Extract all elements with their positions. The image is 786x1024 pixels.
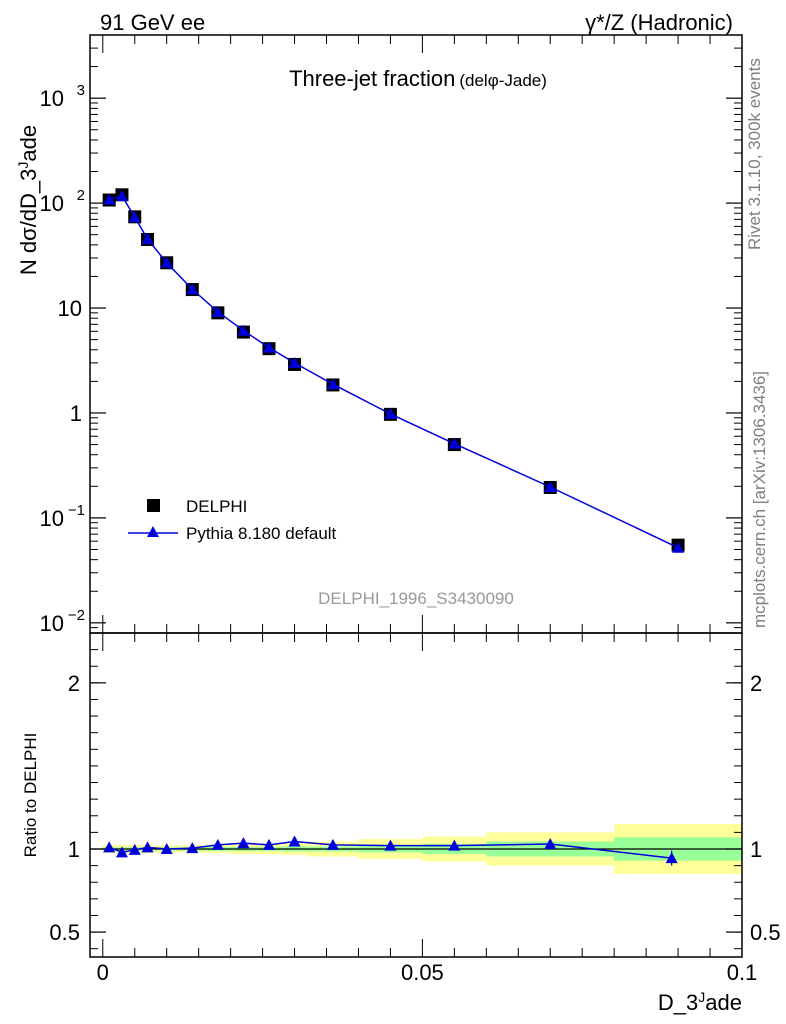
- process-label: γ*/Z (Hadronic): [585, 10, 733, 35]
- pythia-point: [128, 211, 141, 223]
- ratio-pythia-point: [262, 838, 275, 850]
- x-tick-label: 0.05: [401, 960, 444, 985]
- ratio-pythia-point: [103, 841, 116, 853]
- ratio-pythia-point: [141, 841, 154, 853]
- ratio-pythia-point: [448, 839, 461, 851]
- y-tick-label: 10: [40, 506, 64, 531]
- ratio-y-tick-label: 2: [68, 671, 80, 696]
- mcplots-label: mcplots.cern.ch [arXiv:1306.3436]: [750, 371, 769, 628]
- ratio-pythia-point: [160, 843, 173, 854]
- y-tick-label-exponent: 2: [77, 187, 85, 204]
- y-tick-label: 1: [70, 401, 82, 426]
- pythia-point: [160, 256, 173, 268]
- ratio-axis-ticks: 0.5 0.5 1 1 2 2 0 0.05 0.1: [49, 633, 781, 985]
- pythia-point: [326, 378, 339, 390]
- ratio-y-tick-label-right: 2: [750, 671, 762, 696]
- legend-marker-pythia: [147, 526, 159, 537]
- ratio-panel: 0.5 0.5 1 1 2 2 0 0.05 0.1: [49, 632, 781, 985]
- pythia-point: [103, 193, 116, 205]
- y-tick-label-exponent: −2: [68, 607, 85, 624]
- x-tick-label: 0.1: [727, 960, 758, 985]
- legend-marker-delphi: [147, 499, 160, 512]
- pythia-point: [672, 541, 685, 553]
- pythia-point: [211, 305, 224, 317]
- chart-title: Three-jet fraction (delφ-Jade): [289, 66, 547, 91]
- ratio-y-tick-label: 1: [68, 837, 80, 862]
- pythia-point: [141, 232, 154, 244]
- pythia-line: [108, 195, 679, 549]
- y-axis-title: N dσ/dD_3Jade: [15, 125, 41, 275]
- y-tick-label-exponent: −1: [68, 502, 85, 519]
- ratio-pythia-point: [326, 838, 339, 850]
- ratio-y-tick-label: 0.5: [49, 920, 80, 945]
- main-frame: [89, 34, 743, 634]
- ratio-y-tick-label-right: 0.5: [750, 920, 781, 945]
- x-axis-title: D_3Jade: [658, 989, 742, 1015]
- ratio-pythia-point: [288, 835, 301, 847]
- ratio-pythia-point: [186, 842, 199, 854]
- pythia-point: [288, 356, 301, 368]
- analysis-id: DELPHI_1996_S3430090: [318, 589, 514, 608]
- legend: DELPHI Pythia 8.180 default: [128, 497, 337, 543]
- ratio-data-layer: [103, 835, 678, 866]
- y-tick-label: 10: [58, 296, 82, 321]
- legend-label-pythia: Pythia 8.180 default: [186, 524, 337, 543]
- pythia-point: [237, 324, 250, 336]
- y-tick-label: 10: [40, 86, 64, 111]
- y-tick-label: 10: [40, 191, 64, 216]
- ratio-pythia-point: [128, 843, 141, 855]
- legend-label-delphi: DELPHI: [186, 497, 247, 516]
- pythia-point: [544, 481, 557, 493]
- ratio-pythia-point: [384, 839, 397, 851]
- y-tick-label-exponent: 3: [77, 82, 85, 99]
- ratio-pythia-point: [115, 846, 128, 858]
- energy-label: 91 GeV ee: [100, 10, 205, 35]
- main-data-layer: [102, 188, 685, 553]
- ratio-pythia-point: [237, 837, 250, 849]
- ratio-y-tick-label-right: 1: [750, 837, 762, 862]
- y-tick-label: 10: [40, 611, 64, 636]
- pythia-point: [186, 283, 199, 295]
- pythia-point: [448, 437, 461, 449]
- ratio-frame: [89, 632, 743, 958]
- rivet-label: Rivet 3.1.10, 300k events: [745, 58, 764, 250]
- x-tick-label: 0: [97, 960, 109, 985]
- ratio-pythia-point: [665, 852, 678, 864]
- pythia-point: [115, 189, 128, 201]
- pythia-point: [384, 407, 397, 419]
- ratio-pythia-point: [211, 838, 224, 850]
- pythia-point: [262, 341, 275, 353]
- ratio-y-axis-title: Ratio to DELPHI: [21, 733, 40, 858]
- ratio-pythia-point: [544, 838, 557, 850]
